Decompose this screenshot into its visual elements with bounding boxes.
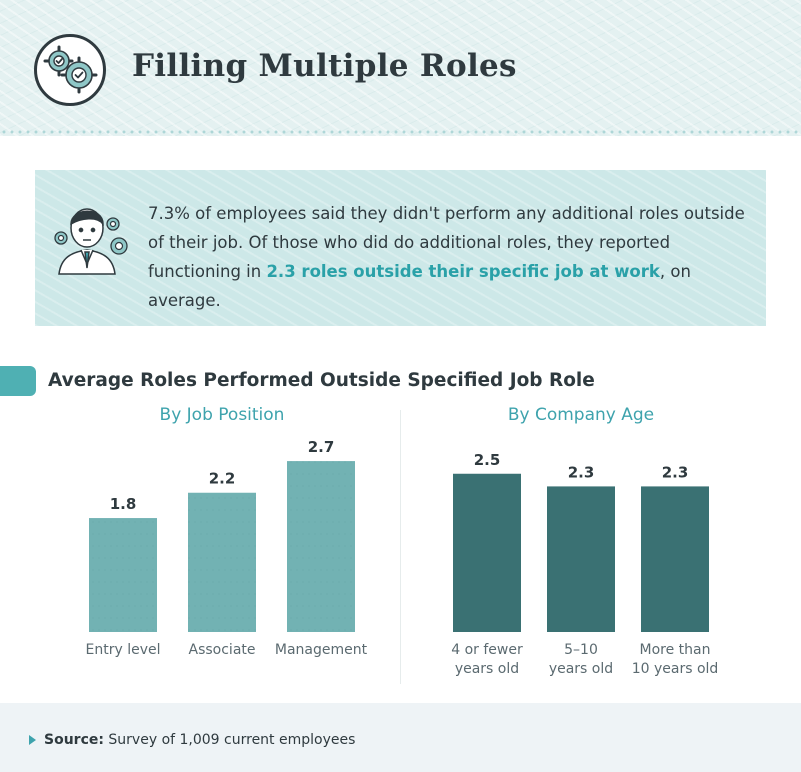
- category-label-0-1-0: Associate: [189, 642, 256, 658]
- category-label-1-2-0: More than: [640, 642, 711, 658]
- source-label: Source:: [44, 732, 104, 748]
- category-label-1-2-1: 10 years old: [632, 661, 719, 677]
- source-note: Source: Survey of 1,009 current employee…: [44, 729, 355, 751]
- bar-value-label-1-1: 2.3: [568, 463, 595, 481]
- page-title: Filling Multiple Roles: [132, 48, 517, 84]
- category-label-1-0-0: 4 or fewer: [451, 642, 523, 658]
- category-label-1-1-0: 5–10: [564, 642, 598, 658]
- bar-value-label-1-2: 2.3: [662, 463, 689, 481]
- chart-job-position-title: By Job Position: [159, 405, 285, 425]
- section-marker: [0, 366, 36, 396]
- header-dotted-edge: [0, 128, 801, 136]
- bar-texture-0-2: [287, 461, 355, 632]
- bar-value-label-0-2: 2.7: [308, 438, 335, 456]
- bar-value-label-0-0: 1.8: [110, 495, 137, 513]
- footer: Source: Survey of 1,009 current employee…: [0, 703, 801, 772]
- chart-divider: [400, 410, 401, 684]
- employee-gears-icon: [51, 194, 137, 287]
- category-label-0-0-0: Entry level: [86, 642, 161, 658]
- bar-texture-0-1: [188, 492, 256, 632]
- callout-text-end: , on average.: [148, 262, 691, 310]
- source-text: Survey of 1,009 current employees: [103, 732, 356, 748]
- section-title: Average Roles Performed Outside Specifie…: [48, 370, 595, 391]
- bar-value-label-1-0: 2.5: [474, 451, 501, 469]
- bar-1-0: [453, 473, 521, 632]
- bar-value-label-0-1: 2.2: [209, 470, 236, 488]
- callout-text: 7.3% of employees said they didn't perfo…: [148, 199, 748, 315]
- header-band: Filling Multiple Roles: [0, 0, 801, 136]
- callout-text-start: 7.3% of employees said they didn't perfo…: [148, 204, 745, 281]
- bar-1-2: [641, 486, 709, 632]
- category-label-0-2-0: Management: [275, 642, 368, 658]
- bullet-triangle-icon: [29, 735, 36, 745]
- callout-highlight: 2.3 roles outside their specific job at …: [266, 262, 660, 281]
- callout-box: 7.3% of employees said they didn't perfo…: [35, 170, 766, 326]
- bar-charts: 1.8 Entry level 2.2 Associate 2.7 Management 2…: [86, 438, 719, 677]
- bar-1-1: [547, 486, 615, 632]
- category-label-1-1-1: years old: [549, 661, 613, 677]
- gears-check-icon: [34, 34, 106, 106]
- category-label-1-0-1: years old: [455, 661, 519, 677]
- bar-texture-0-0: [89, 518, 157, 632]
- chart-company-age-title: By Company Age: [507, 405, 655, 425]
